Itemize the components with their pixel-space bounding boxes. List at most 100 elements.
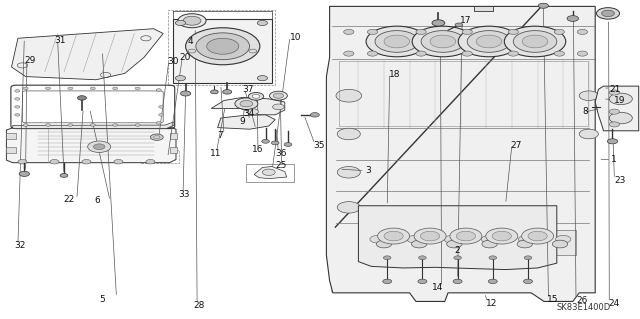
Circle shape (414, 228, 446, 244)
Circle shape (416, 29, 426, 34)
Circle shape (522, 35, 548, 48)
Circle shape (156, 89, 161, 91)
Circle shape (60, 174, 68, 177)
Circle shape (455, 23, 463, 27)
Circle shape (482, 240, 497, 248)
Text: 27: 27 (510, 141, 522, 150)
Text: 36: 36 (275, 149, 287, 158)
Circle shape (113, 87, 118, 90)
Bar (168, 10, 275, 85)
Circle shape (375, 31, 419, 52)
Circle shape (488, 279, 497, 284)
Circle shape (114, 160, 123, 164)
Circle shape (150, 134, 163, 140)
Circle shape (284, 143, 292, 146)
Circle shape (180, 91, 191, 96)
Circle shape (420, 231, 440, 241)
Circle shape (454, 256, 461, 260)
Circle shape (240, 100, 253, 107)
Text: 17: 17 (460, 16, 471, 25)
Text: 7: 7 (218, 131, 223, 140)
Circle shape (159, 114, 164, 116)
Text: 18: 18 (388, 70, 400, 79)
Polygon shape (13, 122, 174, 129)
Circle shape (567, 16, 579, 21)
Circle shape (18, 160, 27, 164)
Text: 31: 31 (54, 36, 66, 45)
Text: 15: 15 (547, 295, 559, 304)
Circle shape (522, 228, 554, 244)
Circle shape (384, 231, 403, 241)
Text: 14: 14 (432, 283, 444, 292)
Circle shape (183, 16, 201, 25)
Text: 34: 34 (243, 109, 255, 118)
Circle shape (271, 141, 279, 145)
Text: 24: 24 (608, 299, 620, 308)
Circle shape (366, 26, 428, 57)
Circle shape (383, 279, 392, 284)
Circle shape (609, 112, 632, 124)
Circle shape (579, 129, 598, 139)
Circle shape (211, 90, 218, 94)
Circle shape (412, 240, 427, 248)
Circle shape (492, 231, 511, 241)
Circle shape (508, 29, 518, 34)
Circle shape (45, 124, 51, 126)
Circle shape (556, 235, 571, 243)
Bar (365, 230, 390, 255)
Circle shape (579, 91, 598, 100)
Circle shape (518, 235, 534, 243)
Circle shape (383, 256, 391, 260)
Circle shape (45, 87, 51, 90)
Circle shape (337, 128, 360, 140)
Bar (402, 230, 428, 255)
Circle shape (90, 87, 95, 90)
Circle shape (486, 228, 518, 244)
Text: 26: 26 (576, 296, 588, 305)
Bar (170, 133, 177, 139)
Circle shape (453, 279, 462, 284)
Text: 3: 3 (365, 166, 371, 175)
Circle shape (456, 231, 476, 241)
Circle shape (262, 169, 275, 175)
Bar (141, 150, 179, 163)
Circle shape (77, 96, 86, 100)
Circle shape (430, 35, 456, 48)
Circle shape (336, 89, 362, 102)
Circle shape (273, 93, 284, 98)
Circle shape (458, 26, 520, 57)
Circle shape (462, 29, 472, 34)
Circle shape (310, 113, 319, 117)
Circle shape (175, 76, 186, 81)
Circle shape (378, 228, 410, 244)
Circle shape (524, 256, 532, 260)
Circle shape (273, 104, 284, 110)
Circle shape (248, 93, 264, 100)
Circle shape (450, 228, 482, 244)
Bar (246, 164, 294, 182)
Text: 2: 2 (454, 246, 460, 255)
Circle shape (367, 51, 378, 56)
Circle shape (235, 98, 258, 109)
Polygon shape (358, 206, 557, 270)
Circle shape (602, 10, 614, 17)
Circle shape (159, 106, 164, 108)
Text: 23: 23 (614, 176, 626, 185)
Bar (6, 147, 16, 153)
Circle shape (513, 31, 557, 52)
Circle shape (596, 8, 620, 19)
Circle shape (68, 87, 73, 90)
Polygon shape (211, 97, 285, 115)
Circle shape (476, 35, 502, 48)
Circle shape (337, 167, 360, 178)
Circle shape (262, 139, 269, 143)
Circle shape (252, 94, 260, 98)
Polygon shape (6, 126, 176, 163)
Text: 5: 5 (99, 295, 105, 304)
Text: 22: 22 (63, 195, 75, 204)
Circle shape (504, 26, 566, 57)
Polygon shape (326, 6, 595, 301)
Circle shape (344, 51, 354, 56)
Circle shape (407, 235, 422, 243)
Text: 12: 12 (486, 299, 498, 308)
